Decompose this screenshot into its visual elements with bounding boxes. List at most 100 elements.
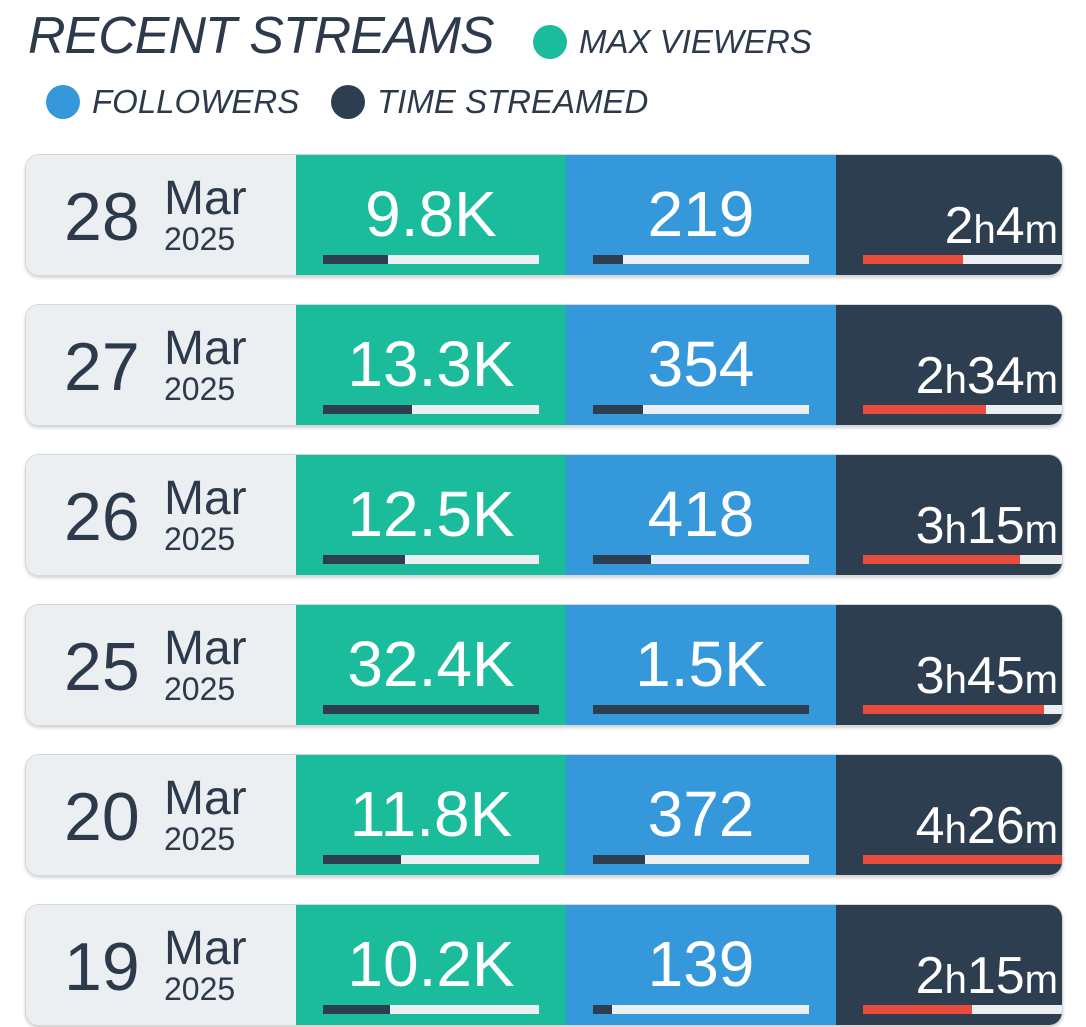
stream-month: Mar (164, 622, 247, 675)
max-viewers-bar (323, 255, 539, 264)
stream-row[interactable]: 20 Mar 2025 11.8K 372 4h26m (25, 754, 1063, 876)
followers-cell: 139 (566, 905, 836, 1025)
time-minutes: 15 (966, 947, 1025, 1005)
legend-max-viewers: MAX VIEWERS (533, 22, 812, 62)
max-viewers-dot-icon (533, 25, 567, 59)
max-viewers-bar (323, 1005, 539, 1014)
followers-cell: 354 (566, 305, 836, 425)
max-viewers-value: 10.2K (347, 928, 515, 1000)
max-viewers-cell: 32.4K (296, 605, 566, 725)
time-streamed-bar (863, 555, 1062, 564)
max-viewers-value: 13.3K (347, 328, 515, 400)
time-hours: 2 (944, 197, 974, 255)
followers-value: 372 (647, 778, 755, 850)
stream-row[interactable]: 25 Mar 2025 32.4K 1.5K 3h45m (25, 604, 1063, 726)
stream-year: 2025 (164, 521, 236, 557)
max-viewers-bar-fill (323, 405, 412, 414)
followers-value: 219 (647, 178, 755, 250)
followers-bar-fill (593, 855, 645, 864)
followers-cell: 1.5K (566, 605, 836, 725)
stream-day: 28 (64, 179, 140, 255)
legend-time-streamed: TIME STREAMED (331, 82, 648, 122)
time-streamed-cell: 2h4m (836, 155, 1062, 275)
stream-month: Mar (164, 472, 247, 525)
max-viewers-cell: 13.3K (296, 305, 566, 425)
time-streamed-bar (863, 705, 1062, 714)
max-viewers-bar-fill (323, 855, 401, 864)
followers-bar (593, 1005, 809, 1014)
stream-date: 20 Mar 2025 (26, 755, 296, 875)
time-hours: 3 (915, 497, 945, 555)
followers-bar (593, 555, 809, 564)
max-viewers-bar-fill (323, 705, 539, 714)
stream-date: 27 Mar 2025 (26, 305, 296, 425)
stream-month: Mar (164, 922, 247, 975)
stream-day: 26 (64, 479, 140, 555)
time-minutes: 26 (966, 797, 1025, 855)
time-hours: 2 (915, 947, 945, 1005)
time-minutes: 34 (966, 347, 1025, 405)
max-viewers-value: 11.8K (349, 778, 513, 850)
time-streamed-value: 2h34m (915, 347, 1058, 405)
max-viewers-bar-fill (323, 1005, 390, 1014)
followers-bar-fill (593, 555, 652, 564)
time-streamed-bar (863, 405, 1062, 414)
time-streamed-cell: 3h45m (836, 605, 1062, 725)
max-viewers-bar (323, 855, 539, 864)
stream-day: 25 (64, 629, 140, 705)
time-streamed-cell: 2h15m (836, 905, 1062, 1025)
time-minutes: 4 (995, 197, 1025, 255)
followers-cell: 372 (566, 755, 836, 875)
time-hours: 2 (915, 347, 945, 405)
time-streamed-bar-fill (863, 1005, 973, 1014)
time-hours: 4 (915, 797, 945, 855)
time-streamed-value: 2h4m (944, 197, 1058, 255)
time-streamed-bar-fill (863, 405, 987, 414)
stream-row[interactable]: 26 Mar 2025 12.5K 418 3h15m (25, 454, 1063, 576)
stream-year: 2025 (164, 671, 236, 707)
followers-dot-icon (46, 85, 80, 119)
max-viewers-bar (323, 705, 539, 714)
followers-bar-fill (593, 405, 643, 414)
max-viewers-cell: 10.2K (296, 905, 566, 1025)
time-streamed-cell: 4h26m (836, 755, 1062, 875)
time-streamed-dot-icon (331, 85, 365, 119)
followers-value: 139 (647, 928, 755, 1000)
time-streamed-value: 3h45m (915, 647, 1058, 705)
time-streamed-bar-fill (863, 705, 1045, 714)
max-viewers-bar (323, 405, 539, 414)
stream-year: 2025 (164, 821, 236, 857)
stream-month: Mar (164, 322, 247, 375)
followers-bar (593, 855, 809, 864)
legend-label: MAX VIEWERS (579, 23, 812, 60)
stream-date: 28 Mar 2025 (26, 155, 296, 275)
stream-row[interactable]: 19 Mar 2025 10.2K 139 2h15m (25, 904, 1063, 1026)
stream-month: Mar (164, 172, 247, 225)
followers-bar-fill (593, 705, 809, 714)
max-viewers-value: 32.4K (347, 628, 515, 700)
followers-bar (593, 255, 809, 264)
time-hours: 3 (915, 647, 945, 705)
max-viewers-bar (323, 555, 539, 564)
time-streamed-bar-fill (863, 555, 1021, 564)
max-viewers-cell: 12.5K (296, 455, 566, 575)
max-viewers-bar-fill (323, 255, 388, 264)
legend-label: FOLLOWERS (92, 83, 300, 120)
time-streamed-cell: 2h34m (836, 305, 1062, 425)
time-streamed-bar-fill (863, 855, 1062, 864)
time-streamed-bar (863, 255, 1062, 264)
followers-value: 354 (647, 328, 755, 400)
stream-date: 26 Mar 2025 (26, 455, 296, 575)
max-viewers-cell: 9.8K (296, 155, 566, 275)
legend-followers: FOLLOWERS (46, 82, 299, 122)
max-viewers-value: 12.5K (347, 478, 515, 550)
page-title: RECENT STREAMS (28, 7, 495, 65)
followers-cell: 418 (566, 455, 836, 575)
stream-row[interactable]: 28 Mar 2025 9.8K 219 2h4m (25, 154, 1063, 276)
time-minutes: 45 (966, 647, 1025, 705)
max-viewers-bar-fill (323, 555, 406, 564)
followers-cell: 219 (566, 155, 836, 275)
time-streamed-bar-fill (863, 255, 963, 264)
time-streamed-bar (863, 855, 1062, 864)
stream-row[interactable]: 27 Mar 2025 13.3K 354 2h34m (25, 304, 1063, 426)
